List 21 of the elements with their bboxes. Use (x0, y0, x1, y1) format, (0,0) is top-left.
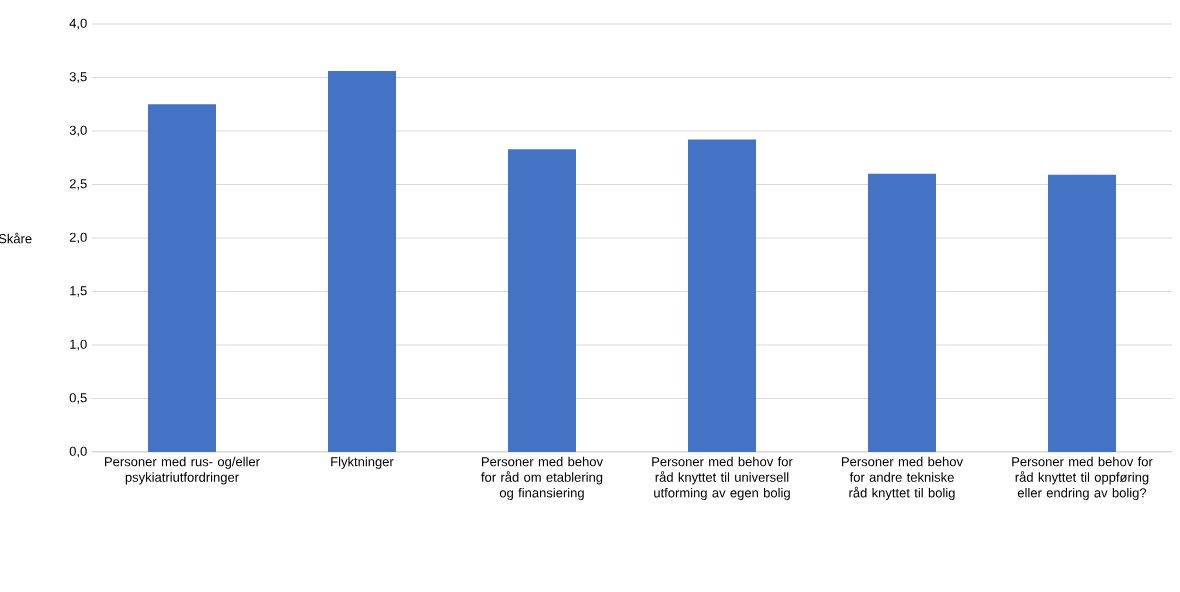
x-tick-label: Personer med behov for råd knyttet til universell utforming av egen bolig (652, 456, 793, 501)
y-tick-label: 0,5 (69, 393, 87, 404)
x-tick-label: Flyktninger (331, 456, 394, 469)
y-tick-label: 2,0 (69, 232, 87, 244)
bar (1047, 174, 1116, 452)
x-tick-label: Personer med behov for andre tekniske råd knyttet til bolig (842, 456, 963, 501)
bar (508, 149, 576, 452)
bar (687, 139, 756, 452)
bar (148, 104, 216, 452)
y-tick-label: 1,5 (70, 286, 87, 297)
y-tick-label: 2,5 (69, 179, 87, 190)
bar (328, 71, 396, 452)
y-tick-label: 1,0 (70, 339, 87, 351)
y-tick-label: 3,5 (69, 72, 87, 83)
y-tick-label: 4,0 (69, 18, 87, 30)
bar (867, 173, 936, 452)
y-tick-label: 0,0 (69, 446, 87, 458)
x-tick-label: Personer med behov for råd knyttet til oppføring eller endring av bolig? (1012, 456, 1153, 501)
y-tick-label: 3,0 (69, 125, 87, 137)
x-tick-label: Personer med rus- og/eller psykiatriutfordringer (105, 456, 260, 485)
x-tick-label: Personer med behov for råd om etablering og finansiering (481, 456, 603, 501)
